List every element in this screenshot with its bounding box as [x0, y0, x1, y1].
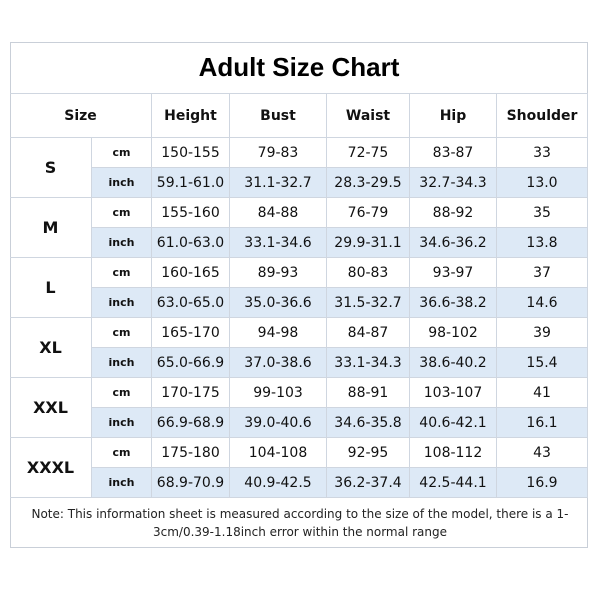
- value-cell: 72-75: [327, 138, 410, 168]
- value-cell: 89-93: [230, 258, 327, 288]
- size-label: L: [10, 258, 92, 318]
- unit-cell: inch: [92, 228, 152, 258]
- unit-cell: cm: [92, 138, 152, 168]
- value-cell: 13.0: [497, 168, 588, 198]
- value-cell: 33: [497, 138, 588, 168]
- value-cell: 36.2-37.4: [327, 468, 410, 498]
- value-cell: 88-92: [410, 198, 497, 228]
- size-label: XXL: [10, 378, 92, 438]
- value-cell: 42.5-44.1: [410, 468, 497, 498]
- unit-cell: inch: [92, 408, 152, 438]
- unit-cell: inch: [92, 468, 152, 498]
- value-cell: 38.6-40.2: [410, 348, 497, 378]
- value-cell: 34.6-36.2: [410, 228, 497, 258]
- header-cell: Shoulder: [497, 94, 588, 138]
- value-cell: 155-160: [152, 198, 230, 228]
- value-cell: 66.9-68.9: [152, 408, 230, 438]
- value-cell: 41: [497, 378, 588, 408]
- value-cell: 43: [497, 438, 588, 468]
- value-cell: 36.6-38.2: [410, 288, 497, 318]
- unit-cell: inch: [92, 168, 152, 198]
- unit-cell: cm: [92, 318, 152, 348]
- value-cell: 108-112: [410, 438, 497, 468]
- unit-cell: inch: [92, 348, 152, 378]
- value-cell: 59.1-61.0: [152, 168, 230, 198]
- value-cell: 14.6: [497, 288, 588, 318]
- unit-cell: cm: [92, 378, 152, 408]
- value-cell: 79-83: [230, 138, 327, 168]
- value-cell: 94-98: [230, 318, 327, 348]
- size-label: XL: [10, 318, 92, 378]
- value-cell: 104-108: [230, 438, 327, 468]
- value-cell: 83-87: [410, 138, 497, 168]
- value-cell: 37: [497, 258, 588, 288]
- value-cell: 13.8: [497, 228, 588, 258]
- value-cell: 28.3-29.5: [327, 168, 410, 198]
- header-cell: Waist: [327, 94, 410, 138]
- value-cell: 68.9-70.9: [152, 468, 230, 498]
- value-cell: 84-87: [327, 318, 410, 348]
- value-cell: 76-79: [327, 198, 410, 228]
- value-cell: 32.7-34.3: [410, 168, 497, 198]
- value-cell: 33.1-34.6: [230, 228, 327, 258]
- value-cell: 175-180: [152, 438, 230, 468]
- value-cell: 93-97: [410, 258, 497, 288]
- value-cell: 84-88: [230, 198, 327, 228]
- size-label: S: [10, 138, 92, 198]
- value-cell: 31.5-32.7: [327, 288, 410, 318]
- header-cell: Hip: [410, 94, 497, 138]
- value-cell: 103-107: [410, 378, 497, 408]
- value-cell: 29.9-31.1: [327, 228, 410, 258]
- header-cell: Size: [10, 94, 152, 138]
- value-cell: 15.4: [497, 348, 588, 378]
- value-cell: 170-175: [152, 378, 230, 408]
- title: Adult Size Chart: [10, 42, 588, 94]
- value-cell: 99-103: [230, 378, 327, 408]
- note: Note: This information sheet is measured…: [31, 507, 569, 539]
- unit-cell: cm: [92, 258, 152, 288]
- size-label: M: [10, 198, 92, 258]
- value-cell: 40.9-42.5: [230, 468, 327, 498]
- value-cell: 63.0-65.0: [152, 288, 230, 318]
- value-cell: 34.6-35.8: [327, 408, 410, 438]
- size-label: XXXL: [10, 438, 92, 498]
- value-cell: 16.1: [497, 408, 588, 438]
- value-cell: 35.0-36.6: [230, 288, 327, 318]
- header-cell: Height: [152, 94, 230, 138]
- value-cell: 160-165: [152, 258, 230, 288]
- value-cell: 65.0-66.9: [152, 348, 230, 378]
- value-cell: 150-155: [152, 138, 230, 168]
- value-cell: 40.6-42.1: [410, 408, 497, 438]
- value-cell: 39: [497, 318, 588, 348]
- value-cell: 61.0-63.0: [152, 228, 230, 258]
- value-cell: 16.9: [497, 468, 588, 498]
- value-cell: 33.1-34.3: [327, 348, 410, 378]
- value-cell: 37.0-38.6: [230, 348, 327, 378]
- value-cell: 88-91: [327, 378, 410, 408]
- value-cell: 165-170: [152, 318, 230, 348]
- unit-cell: cm: [92, 198, 152, 228]
- value-cell: 98-102: [410, 318, 497, 348]
- value-cell: 80-83: [327, 258, 410, 288]
- value-cell: 92-95: [327, 438, 410, 468]
- unit-cell: cm: [92, 438, 152, 468]
- value-cell: 39.0-40.6: [230, 408, 327, 438]
- header-cell: Bust: [230, 94, 327, 138]
- value-cell: 31.1-32.7: [230, 168, 327, 198]
- unit-cell: inch: [92, 288, 152, 318]
- value-cell: 35: [497, 198, 588, 228]
